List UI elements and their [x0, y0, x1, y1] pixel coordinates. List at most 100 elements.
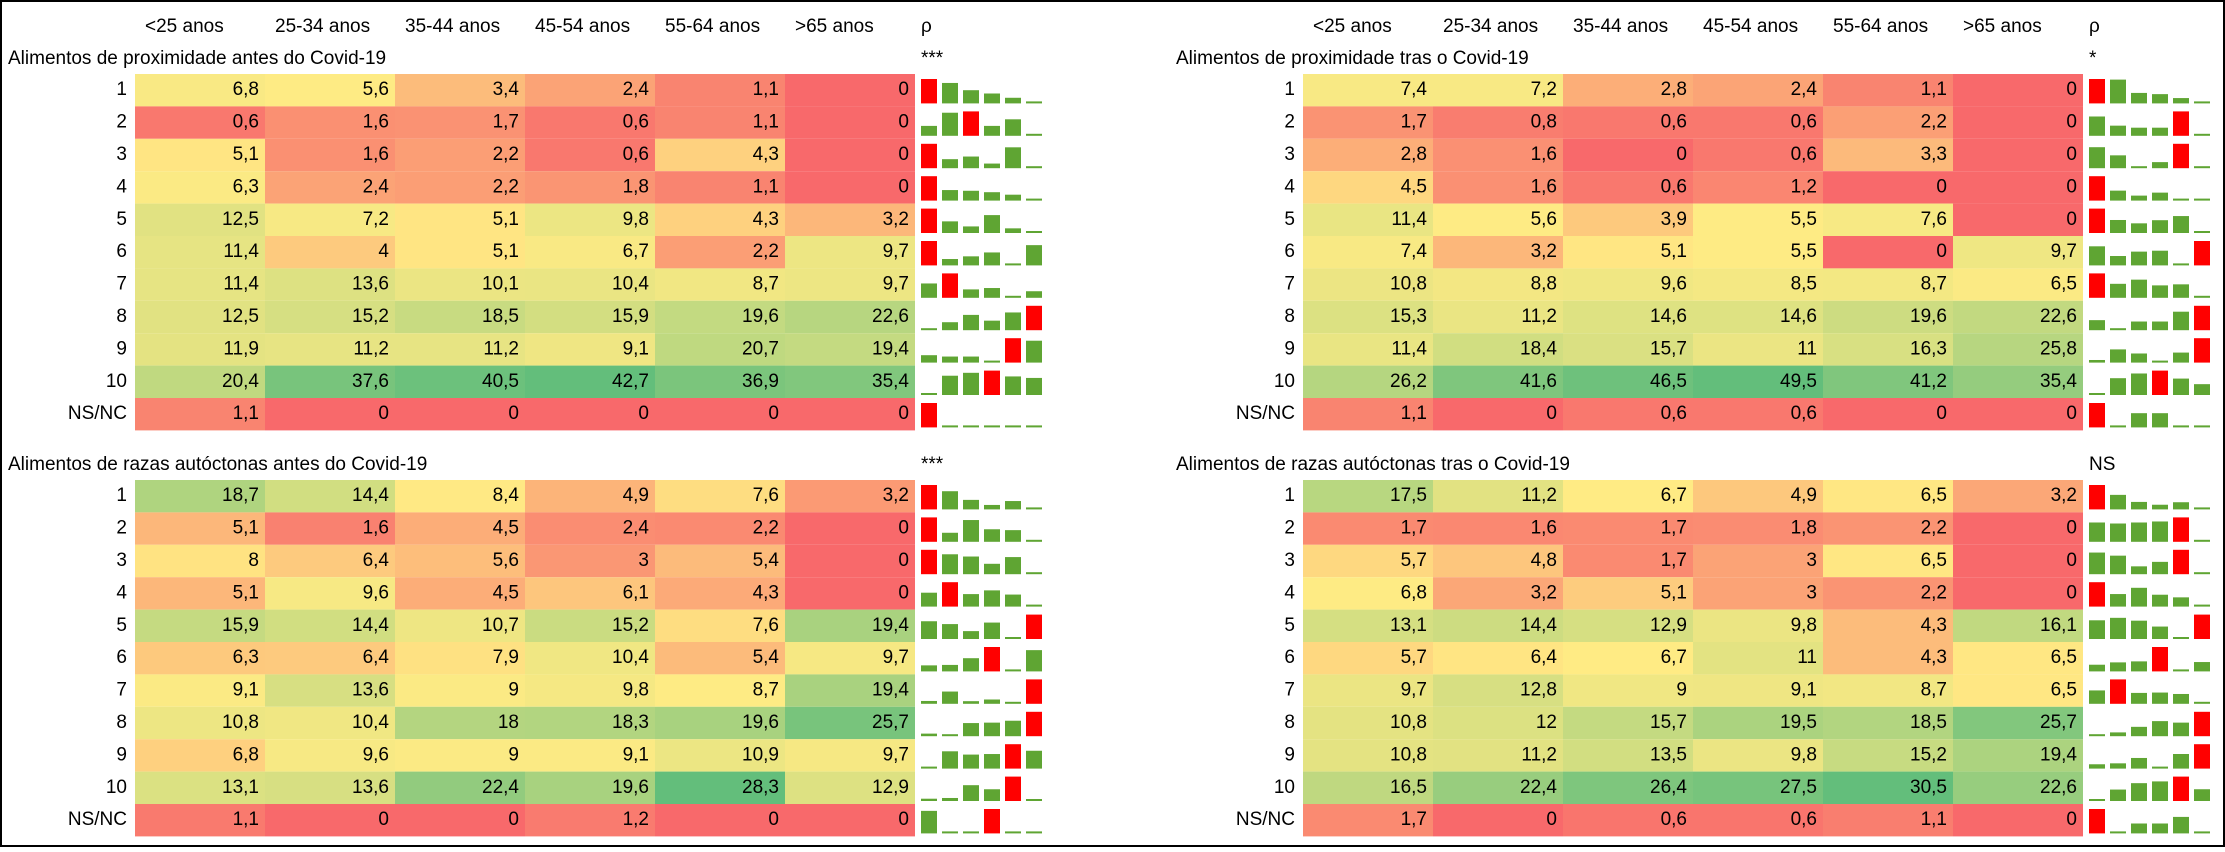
sparkline-bar	[2110, 617, 2126, 639]
heat-cell	[1433, 739, 1563, 772]
cell-value: 1,8	[623, 176, 649, 197]
cell-value: 4,5	[493, 518, 519, 539]
heat-cell	[785, 171, 915, 204]
heat-cell	[1433, 642, 1563, 675]
heat-cell	[1563, 706, 1693, 740]
heat-cell	[525, 706, 655, 740]
heat-cell	[655, 333, 785, 366]
sparkline-bar	[2131, 195, 2147, 201]
heat-cell	[525, 674, 655, 707]
sparkline-bar	[921, 328, 937, 331]
sparkline-bar	[984, 192, 1000, 201]
heat-cell	[1563, 544, 1693, 578]
cell-value: 2,2	[753, 241, 779, 262]
heat-cell	[135, 771, 265, 804]
heat-cell	[1953, 106, 2083, 139]
cell-value: 10,1	[482, 274, 519, 295]
row-label: 5	[116, 209, 127, 230]
sparkline-bar	[942, 190, 958, 201]
sparkline-bar	[963, 701, 979, 704]
heat-cell	[1953, 706, 2083, 740]
sparkline-bar	[1026, 614, 1042, 639]
heat-cell	[1303, 480, 1433, 513]
cell-value: 3,2	[883, 485, 909, 506]
cell-value: 2,4	[623, 79, 650, 100]
sparkline-bar	[2173, 143, 2189, 169]
row-label: 9	[1284, 338, 1295, 359]
heat-cell	[1823, 577, 1953, 610]
sparkline-bar	[2110, 789, 2126, 801]
cell-value: 19,6	[612, 777, 649, 798]
sparkline-bar	[2152, 521, 2168, 542]
cell-value: 4,5	[493, 582, 519, 603]
cell-value: 19,4	[872, 615, 909, 636]
sparkline-bar	[2089, 147, 2105, 169]
sparkline-bar	[2110, 190, 2126, 201]
sparkline-bar	[1005, 119, 1021, 136]
sparkline-bar	[2173, 98, 2189, 104]
cell-value: 9	[508, 680, 519, 701]
heat-cell	[1563, 106, 1693, 139]
sparkline-bar	[2194, 305, 2210, 331]
heat-cell	[1693, 365, 1823, 398]
heat-cell	[655, 480, 785, 513]
heat-cell	[265, 544, 395, 578]
cell-value: 5,1	[493, 209, 519, 230]
heat-cell	[1693, 106, 1823, 139]
sparkline-bar	[942, 425, 958, 428]
heat-cell	[1693, 480, 1823, 513]
cell-value: 2,2	[1921, 112, 1947, 133]
sparkline-bar	[963, 372, 979, 395]
cell-value: 0	[638, 403, 649, 424]
sparkline-bar	[984, 288, 1000, 298]
heat-cell	[1433, 512, 1563, 545]
sparkline-bar	[1005, 97, 1021, 104]
heat-cell	[525, 333, 655, 366]
cell-value: 15,2	[1910, 744, 1947, 765]
cell-value: 0	[2066, 144, 2077, 165]
sparkline-bar	[2152, 162, 2168, 169]
heat-cell	[395, 674, 525, 707]
sparkline-bar	[1005, 194, 1021, 201]
column-header: 55-64 anos	[1833, 16, 1928, 37]
cell-value: 6,8	[233, 79, 259, 100]
cell-value: 1,1	[1921, 79, 1947, 100]
sparkline-bar	[2194, 101, 2210, 104]
cell-value: 0	[898, 144, 909, 165]
sparkline-bar	[2089, 552, 2105, 575]
cell-value: 3	[1806, 582, 1817, 603]
heat-cell	[1823, 804, 1953, 837]
heat-cell	[265, 268, 395, 301]
sparkline-bar	[921, 766, 937, 769]
sparkline-bar	[1005, 312, 1021, 331]
cell-value: 5,7	[1401, 550, 1427, 571]
sparkline-bar	[963, 425, 979, 428]
cell-value: 22,6	[2040, 777, 2077, 798]
cell-value: 3,2	[1531, 241, 1557, 262]
heat-cell	[525, 365, 655, 398]
heat-cell	[1693, 577, 1823, 610]
heat-cell	[1693, 171, 1823, 204]
cell-value: 1,6	[363, 518, 389, 539]
sparkline-bar	[2089, 359, 2105, 363]
sparkline-bar	[1026, 101, 1042, 104]
cell-value: 41,6	[1520, 371, 1557, 392]
significance: NS	[2089, 454, 2115, 475]
sparkline-bar	[2131, 692, 2147, 704]
sparkline-bar	[1026, 377, 1042, 395]
cell-value: 5,6	[1531, 209, 1557, 230]
sparkline-bar	[1026, 305, 1042, 331]
cell-value: 7,6	[753, 485, 779, 506]
sparkline-bar	[984, 529, 1000, 542]
cell-value: 0	[2066, 176, 2077, 197]
cell-value: 10,4	[612, 274, 649, 295]
cell-value: 0	[898, 403, 909, 424]
cell-value: 14,4	[352, 485, 389, 506]
sparkline-bar	[1005, 376, 1021, 395]
sparkline-bar	[963, 289, 979, 298]
sparkline-bar	[984, 504, 1000, 510]
cell-value: 0,6	[233, 112, 259, 133]
sparkline-bar	[2110, 378, 2126, 395]
